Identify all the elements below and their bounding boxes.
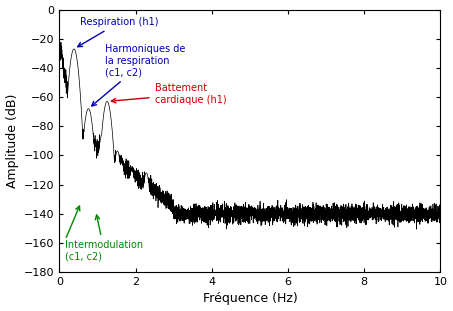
- Text: Battement
cardiaque (h1): Battement cardiaque (h1): [111, 83, 226, 105]
- Y-axis label: Amplitude (dB): Amplitude (dB): [5, 94, 19, 188]
- Text: Intermodulation
(c1, c2): Intermodulation (c1, c2): [65, 215, 143, 262]
- X-axis label: Fréquence (Hz): Fréquence (Hz): [202, 292, 297, 305]
- Text: Harmoniques de
la respiration
(c1, c2): Harmoniques de la respiration (c1, c2): [92, 44, 186, 106]
- Text: Respiration (h1): Respiration (h1): [77, 17, 159, 47]
